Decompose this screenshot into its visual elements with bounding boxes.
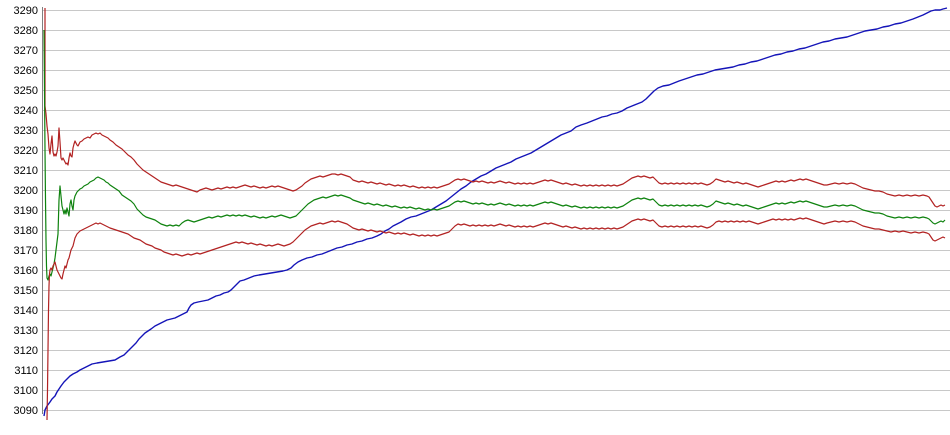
y-tick-label: 3240: [14, 105, 38, 117]
y-tick-label: 3190: [14, 205, 38, 217]
y-tick-label: 3250: [14, 85, 38, 97]
series-lower_red_band: [46, 217, 946, 421]
y-tick-label: 3100: [14, 385, 38, 397]
y-tick-label: 3260: [14, 65, 38, 77]
y-tick-label: 3280: [14, 25, 38, 37]
y-tick-label: 3130: [14, 325, 38, 337]
y-tick-label: 3210: [14, 165, 38, 177]
y-tick-label: 3220: [14, 145, 38, 157]
y-tick-label: 3200: [14, 185, 38, 197]
y-tick-label: 3150: [14, 285, 38, 297]
series-blue_cumulative_line: [43, 7, 948, 417]
series-green_middle_band: [43, 29, 946, 281]
y-tick-label: 3120: [14, 345, 38, 357]
y-tick-label: 3170: [14, 245, 38, 257]
y-tick-label: 3160: [14, 265, 38, 277]
y-tick-label: 3090: [14, 405, 38, 417]
y-tick-label: 3290: [14, 5, 38, 17]
y-tick-label: 3140: [14, 305, 38, 317]
y-tick-label: 3110: [14, 365, 38, 377]
y-tick-label: 3230: [14, 125, 38, 137]
y-tick-label: 3270: [14, 45, 38, 57]
y-tick-label: 3180: [14, 225, 38, 237]
series-upper_red_band: [44, 8, 946, 208]
